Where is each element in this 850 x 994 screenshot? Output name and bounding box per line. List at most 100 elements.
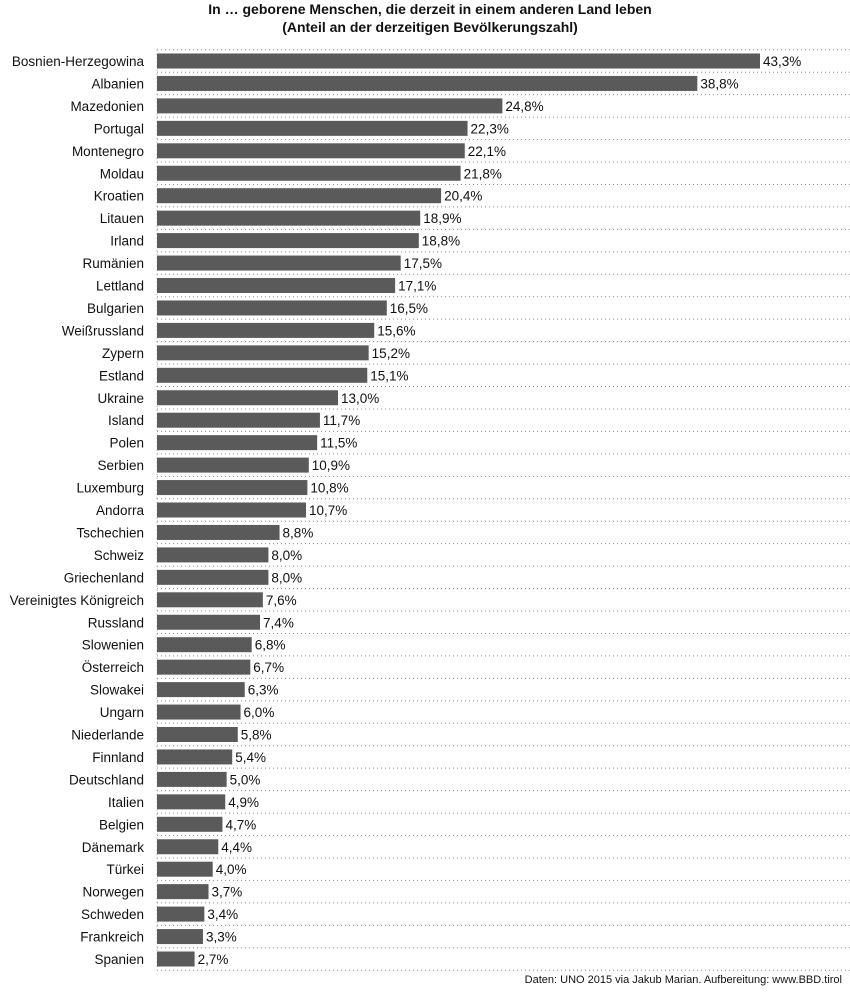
value-label: 5,8%: [241, 728, 272, 743]
value-label: 4,4%: [221, 840, 252, 855]
category-label: Kroatien: [94, 189, 144, 204]
value-label: 13,0%: [341, 391, 379, 406]
value-label: 8,0%: [271, 570, 302, 585]
value-label: 2,7%: [198, 952, 229, 967]
category-label: Spanien: [94, 952, 144, 967]
category-label: Tschechien: [76, 525, 144, 540]
category-label: Rumänien: [82, 256, 144, 271]
category-label: Türkei: [106, 862, 144, 877]
category-label: Schweiz: [94, 548, 145, 563]
bar: [157, 480, 308, 496]
bar: [157, 906, 205, 922]
category-label: Russland: [88, 615, 144, 630]
category-label: Serbien: [97, 458, 144, 473]
value-label: 5,0%: [230, 772, 261, 787]
bar: [157, 210, 421, 226]
category-label: Albanien: [91, 76, 144, 91]
value-label: 7,4%: [263, 615, 294, 630]
value-label: 17,5%: [404, 256, 442, 271]
value-label: 24,8%: [505, 99, 543, 114]
value-label: 10,7%: [309, 503, 347, 518]
bar: [157, 143, 465, 159]
value-label: 4,7%: [225, 817, 256, 832]
bar: [157, 592, 263, 608]
bar: [157, 816, 223, 832]
chart-subtitle: (Anteil an der derzeitigen Bevölkerungsz…: [282, 19, 578, 35]
category-label: Luxemburg: [76, 481, 144, 496]
category-label: Vereinigtes Königreich: [10, 593, 144, 608]
value-label: 8,8%: [283, 525, 314, 540]
category-label: Litauen: [100, 211, 144, 226]
category-label: Frankreich: [80, 930, 144, 945]
bar: [157, 524, 280, 540]
category-label: Ukraine: [97, 391, 144, 406]
bar: [157, 98, 503, 114]
bar: [157, 233, 419, 249]
bar: [157, 412, 320, 428]
category-label: Lettland: [96, 279, 144, 294]
bar: [157, 367, 368, 383]
value-label: 15,1%: [370, 368, 408, 383]
category-label: Belgien: [99, 817, 144, 832]
category-label: Island: [108, 413, 144, 428]
bar: [157, 75, 698, 91]
bar: [157, 951, 195, 967]
bar: [157, 771, 227, 787]
bar: [157, 637, 252, 653]
value-label: 20,4%: [444, 189, 482, 204]
value-label: 5,4%: [235, 750, 266, 765]
source-note: Daten: UNO 2015 via Jakub Marian. Aufber…: [524, 974, 842, 986]
value-label: 3,7%: [212, 885, 243, 900]
chart-title: In … geborene Menschen, die derzeit in e…: [208, 1, 652, 17]
value-label: 6,8%: [255, 638, 286, 653]
bar: [157, 749, 233, 765]
bar: [157, 884, 209, 900]
bar: [157, 569, 269, 585]
category-label: Mazedonien: [70, 99, 144, 114]
bar: [157, 861, 213, 877]
bar: [157, 300, 387, 316]
category-label: Irland: [110, 234, 144, 249]
value-label: 17,1%: [398, 279, 436, 294]
category-label: Deutschland: [69, 772, 144, 787]
value-label: 10,9%: [312, 458, 350, 473]
value-label: 43,3%: [763, 54, 801, 69]
category-label: Zypern: [102, 346, 144, 361]
bar: [157, 457, 309, 473]
bar: [157, 929, 203, 945]
bar: [157, 794, 226, 810]
bar: [157, 165, 461, 181]
bar: [157, 53, 760, 69]
value-label: 6,0%: [244, 705, 275, 720]
value-label: 38,8%: [700, 76, 738, 91]
value-label: 18,9%: [423, 211, 461, 226]
bar: [157, 839, 219, 855]
category-label: Estland: [99, 368, 144, 383]
category-label: Montenegro: [72, 144, 144, 159]
value-label: 11,5%: [320, 436, 357, 451]
category-label: Österreich: [82, 660, 144, 675]
value-label: 4,9%: [228, 795, 259, 810]
bar: [157, 255, 401, 271]
value-label: 3,3%: [206, 930, 237, 945]
value-label: 6,3%: [248, 683, 279, 698]
category-label: Bosnien-Herzegowina: [12, 54, 145, 69]
value-label: 21,8%: [464, 166, 502, 181]
category-label: Polen: [109, 436, 144, 451]
bar: [157, 547, 269, 563]
bar: [157, 345, 369, 361]
value-label: 10,8%: [310, 481, 348, 496]
bar: [157, 614, 261, 630]
value-label: 15,6%: [377, 323, 415, 338]
value-label: 4,0%: [216, 862, 247, 877]
category-label: Dänemark: [82, 840, 145, 855]
chart-title-block: In … geborene Menschen, die derzeit in e…: [150, 0, 710, 36]
value-label: 11,7%: [323, 413, 360, 428]
value-label: 16,5%: [390, 301, 428, 316]
category-label: Ungarn: [100, 705, 144, 720]
category-label: Moldau: [100, 166, 144, 181]
bar: [157, 682, 245, 698]
bar: [157, 188, 442, 204]
bar: [157, 659, 251, 675]
